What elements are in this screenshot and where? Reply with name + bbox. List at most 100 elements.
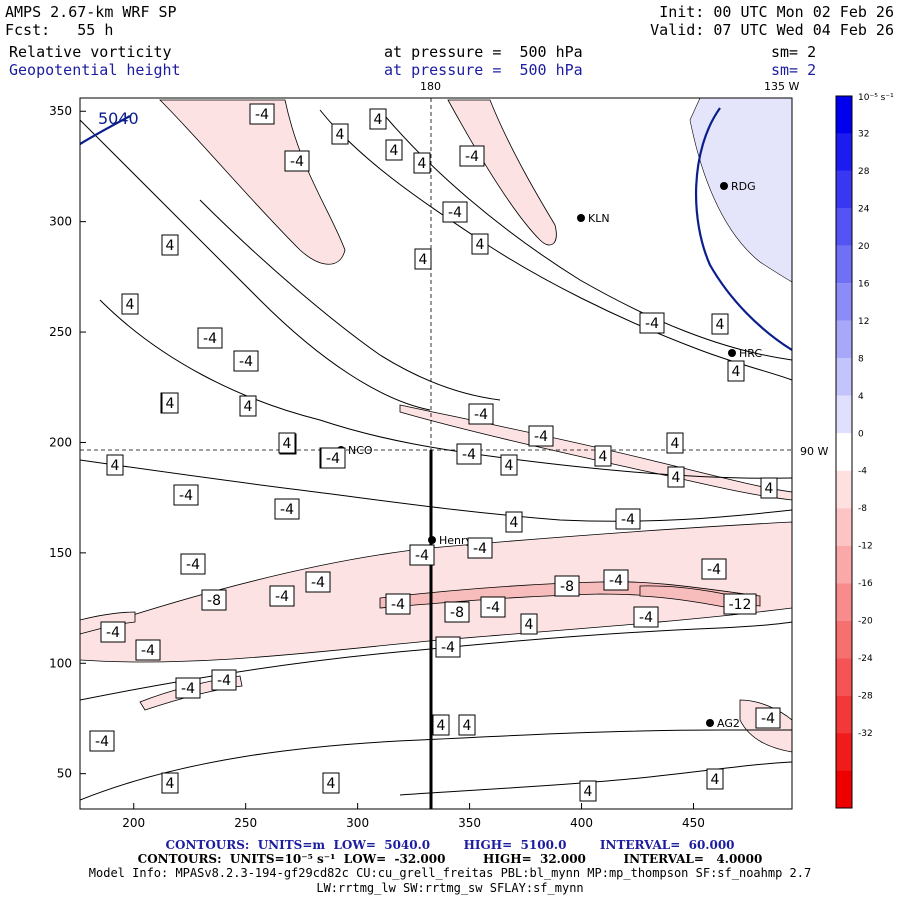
colorbar-label: 4 [858, 392, 864, 402]
station-dot [577, 214, 585, 222]
colorbar-cell [836, 245, 852, 284]
contour-label: 4 [520, 613, 538, 635]
svg-text:4: 4 [166, 396, 175, 412]
svg-text:-4: -4 [415, 548, 429, 564]
contour-label: 4 [471, 233, 489, 255]
svg-text:-4: -4 [462, 447, 476, 463]
contour-label: 4 [278, 432, 296, 454]
colorbar-label: 24 [858, 204, 870, 214]
svg-text:4: 4 [463, 718, 472, 734]
colorbar-cell [836, 133, 852, 171]
field1-smoothing: sm= 2 [771, 43, 817, 61]
colorbar-cell [836, 695, 852, 734]
svg-text:4: 4 [525, 617, 534, 633]
footer-contours-vorticity: CONTOURS: UNITS=10⁻⁵ s⁻¹ LOW= -32.000 HI… [137, 852, 763, 866]
colorbar-cell [836, 283, 852, 321]
svg-text:-4: -4 [326, 451, 340, 467]
footer-model-info-2: LW:rrtmg_lw SW:rrtmg_sw SFLAY:sf_mynn [316, 881, 584, 895]
contour-labels: -44444-4-4-4444-44-4-44444-4-44-4-444444… [89, 103, 781, 802]
contour-label: -4 [284, 150, 310, 172]
contour-label: 4 [121, 293, 139, 315]
colorbar-label: 12 [858, 317, 869, 327]
contour-label: -4 [615, 508, 641, 530]
svg-text:-8: -8 [560, 579, 574, 595]
contour-label: -4 [100, 621, 126, 643]
init-time: Init: 00 UTC Mon 02 Feb 26 [659, 3, 894, 21]
contour-label: -4 [435, 636, 461, 658]
contour-label: -4 [305, 571, 331, 593]
svg-text:-4: -4 [448, 205, 462, 221]
footer-contours-height: CONTOURS: UNITS=m LOW= 5040.0 HIGH= 5100… [165, 838, 735, 852]
field2-smoothing: sm= 2 [771, 61, 817, 79]
y-tick-label: 350 [49, 104, 72, 118]
contour-label: -4 [701, 558, 727, 580]
contour-label: 4 [706, 768, 724, 790]
svg-text:4: 4 [336, 127, 345, 143]
contour-label: 4 [414, 248, 432, 270]
contour-label: 4 [432, 714, 450, 736]
station-markers: KLN RDG HRC NCO Henry AG2 [337, 180, 762, 730]
y-tick-label: 300 [49, 215, 72, 229]
svg-text:4: 4 [327, 776, 336, 792]
field2-pressure: at pressure = 500 hPa [384, 61, 583, 79]
field1-pressure: at pressure = 500 hPa [384, 43, 583, 61]
colorbar-label: 16 [858, 279, 870, 289]
svg-text:4: 4 [671, 436, 680, 452]
svg-text:4: 4 [732, 364, 741, 380]
contour-label: -8 [201, 589, 227, 611]
svg-text:-4: -4 [441, 640, 455, 656]
svg-text:-4: -4 [280, 502, 294, 518]
svg-text:-4: -4 [474, 407, 488, 423]
svg-text:-4: -4 [645, 316, 659, 332]
colorbar-cell [836, 658, 852, 696]
contour-label: -4 [603, 569, 629, 591]
colorbar-label: -16 [858, 579, 873, 589]
contour-label: 4 [106, 454, 124, 476]
contour-label: -4 [385, 593, 411, 615]
contour-label: -4 [89, 730, 115, 752]
contour-label: -4 [442, 201, 468, 223]
svg-text:-4: -4 [141, 643, 155, 659]
svg-text:-4: -4 [621, 512, 635, 528]
contour-label: 4 [322, 772, 340, 794]
station-dot [706, 719, 714, 727]
svg-text:4: 4 [510, 515, 519, 531]
svg-text:-4: -4 [217, 673, 231, 689]
station-label: Henry [439, 534, 473, 547]
x-tick-label: 250 [234, 816, 257, 830]
svg-text:4: 4 [166, 776, 175, 792]
station-label: AG2 [717, 717, 740, 730]
colorbar-cell [836, 733, 852, 771]
contour-label: 4 [331, 123, 349, 145]
footer-model-info: Model Info: MPASv8.2.3-194-gf29cd82c CU:… [88, 866, 812, 880]
field2-name: Geopotential height [9, 61, 181, 79]
contour-label: -4 [175, 677, 201, 699]
svg-text:-4: -4 [95, 734, 109, 750]
contour-label: 4 [413, 152, 431, 174]
contour-label: 4 [458, 714, 476, 736]
svg-text:-8: -8 [450, 605, 464, 621]
svg-text:-4: -4 [239, 354, 253, 370]
contour-label: 4 [579, 780, 597, 802]
contour-label: -4 [274, 498, 300, 520]
station-dot [728, 349, 736, 357]
height-contours [80, 107, 792, 351]
colorbar-label: -8 [858, 504, 867, 514]
svg-text:4: 4 [390, 143, 399, 159]
x-tick-label: 200 [122, 816, 145, 830]
vorticity-contours [80, 109, 792, 801]
contour-label: 4 [666, 432, 684, 454]
lon-label-topright: 135 W [764, 80, 800, 93]
contour-label: -4 [480, 596, 506, 618]
station-label: KLN [588, 212, 610, 225]
svg-text:-4: -4 [186, 557, 200, 573]
contour-label: -8 [554, 575, 580, 597]
colorbar-cell [836, 470, 852, 509]
colorbar-cell [836, 208, 852, 246]
colorbar-cell [836, 508, 852, 546]
contour-label: 4 [161, 392, 179, 414]
svg-text:-4: -4 [255, 107, 269, 123]
contour-label: -4 [755, 707, 781, 729]
contour-label: -4 [211, 669, 237, 691]
contour-label: -8 [444, 601, 470, 623]
